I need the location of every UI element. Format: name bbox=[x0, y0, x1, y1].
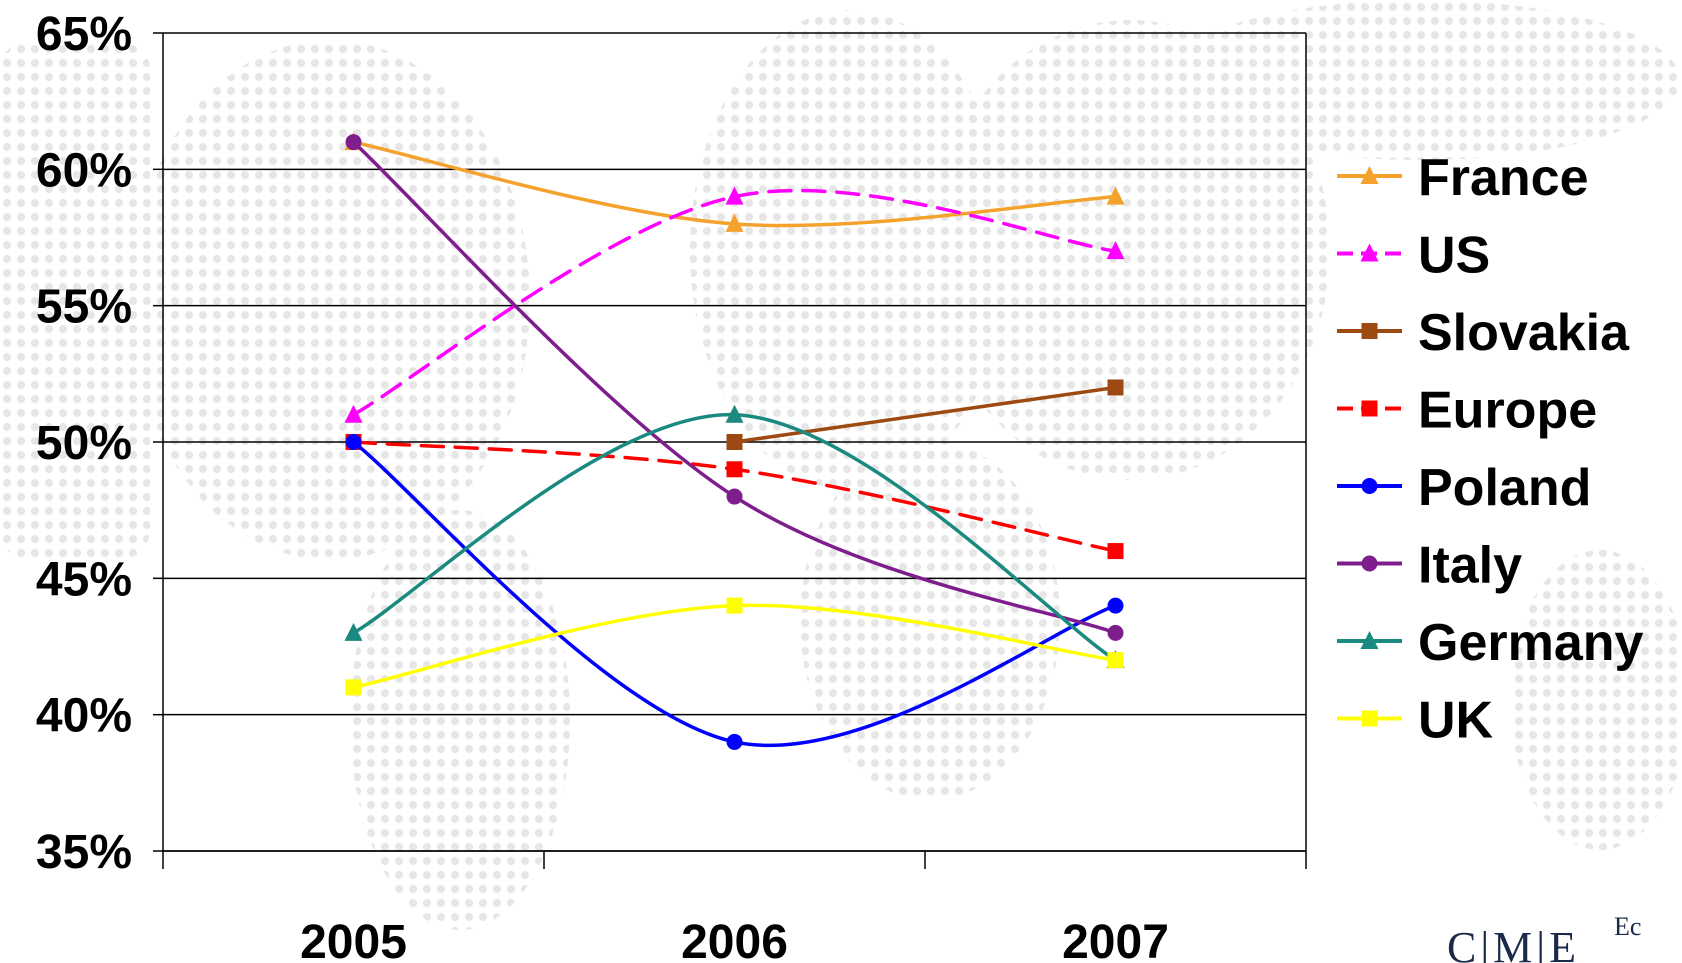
y-tick-label: 35% bbox=[36, 826, 132, 879]
series-uk bbox=[345, 597, 1124, 696]
data-point-us bbox=[344, 404, 363, 423]
legend-marker-italy bbox=[1361, 555, 1378, 572]
axes bbox=[153, 32, 1307, 869]
data-point-europe bbox=[1107, 543, 1124, 560]
data-point-germany bbox=[344, 622, 363, 641]
data-point-france bbox=[1106, 186, 1125, 205]
series-group bbox=[344, 132, 1125, 750]
legend-marker-uk bbox=[1361, 710, 1378, 727]
legend-marker-us bbox=[1360, 243, 1379, 262]
series-poland bbox=[345, 434, 1124, 750]
data-point-uk bbox=[726, 597, 743, 614]
y-tick-label: 60% bbox=[36, 144, 132, 197]
y-tick-label: 50% bbox=[36, 417, 132, 470]
legend-marker-slovakia bbox=[1361, 323, 1378, 339]
y-tick-label: 65% bbox=[36, 8, 132, 61]
legend-label-slovakia: Slovakia bbox=[1418, 304, 1630, 362]
y-tick-labels: 35% 40% 45% 50% 55% 60% 65% bbox=[36, 8, 132, 879]
legend-item-europe: Europe bbox=[1337, 382, 1597, 440]
legend-item-italy: Italy bbox=[1337, 537, 1522, 595]
x-tick-label: 2006 bbox=[681, 916, 788, 963]
data-point-us bbox=[725, 186, 744, 205]
data-point-poland bbox=[345, 434, 362, 450]
data-point-slovakia bbox=[726, 434, 743, 450]
legend-marker-germany bbox=[1360, 631, 1379, 649]
y-tick-label: 55% bbox=[36, 281, 132, 334]
legend-item-poland: Poland bbox=[1337, 459, 1591, 517]
data-point-us bbox=[1106, 241, 1125, 260]
legend-item-france: France bbox=[1337, 149, 1589, 207]
legend-label-italy: Italy bbox=[1418, 537, 1522, 595]
data-point-germany bbox=[725, 404, 744, 423]
legend-label-germany: Germany bbox=[1418, 614, 1644, 672]
legend-label-france: France bbox=[1418, 149, 1589, 207]
legend-label-uk: UK bbox=[1418, 692, 1494, 750]
series-italy bbox=[345, 134, 1124, 641]
series-us bbox=[344, 186, 1125, 423]
legend-marker-europe bbox=[1361, 400, 1378, 417]
data-point-europe bbox=[726, 461, 743, 478]
logo: C|M|E Ec bbox=[1447, 912, 1641, 963]
series-slovakia bbox=[726, 379, 1124, 450]
legend-marker-poland bbox=[1361, 478, 1378, 494]
data-point-poland bbox=[1107, 597, 1124, 614]
legend-item-slovakia: Slovakia bbox=[1337, 304, 1630, 362]
x-tick-labels: 2005 2006 2007 bbox=[300, 916, 1169, 963]
legend-item-uk: UK bbox=[1337, 692, 1494, 750]
logo-text: C|M|E bbox=[1447, 923, 1580, 963]
legend-label-europe: Europe bbox=[1418, 382, 1597, 440]
legend-item-us: US bbox=[1337, 227, 1490, 285]
data-point-uk bbox=[345, 679, 362, 696]
x-tick-label: 2007 bbox=[1062, 916, 1169, 963]
series-line-slovakia bbox=[732, 385, 1118, 444]
x-tick-label: 2005 bbox=[300, 916, 407, 963]
y-tick-label: 45% bbox=[36, 553, 132, 606]
legend-item-germany: Germany bbox=[1337, 614, 1644, 672]
y-tick-label: 40% bbox=[36, 690, 132, 743]
legend-label-poland: Poland bbox=[1418, 459, 1591, 517]
data-point-italy bbox=[1107, 624, 1124, 641]
legend: France US Slovakia Europe Poland Italy Germany… bbox=[1337, 149, 1644, 750]
legend-marker-france bbox=[1360, 166, 1379, 184]
data-point-italy bbox=[345, 134, 362, 151]
legend-label-us: US bbox=[1418, 227, 1490, 285]
data-point-italy bbox=[726, 488, 743, 505]
data-point-uk bbox=[1107, 652, 1124, 669]
logo-suffix: Ec bbox=[1614, 912, 1641, 941]
data-point-slovakia bbox=[1107, 379, 1124, 396]
data-point-poland bbox=[726, 733, 743, 750]
data-point-france bbox=[725, 213, 744, 232]
